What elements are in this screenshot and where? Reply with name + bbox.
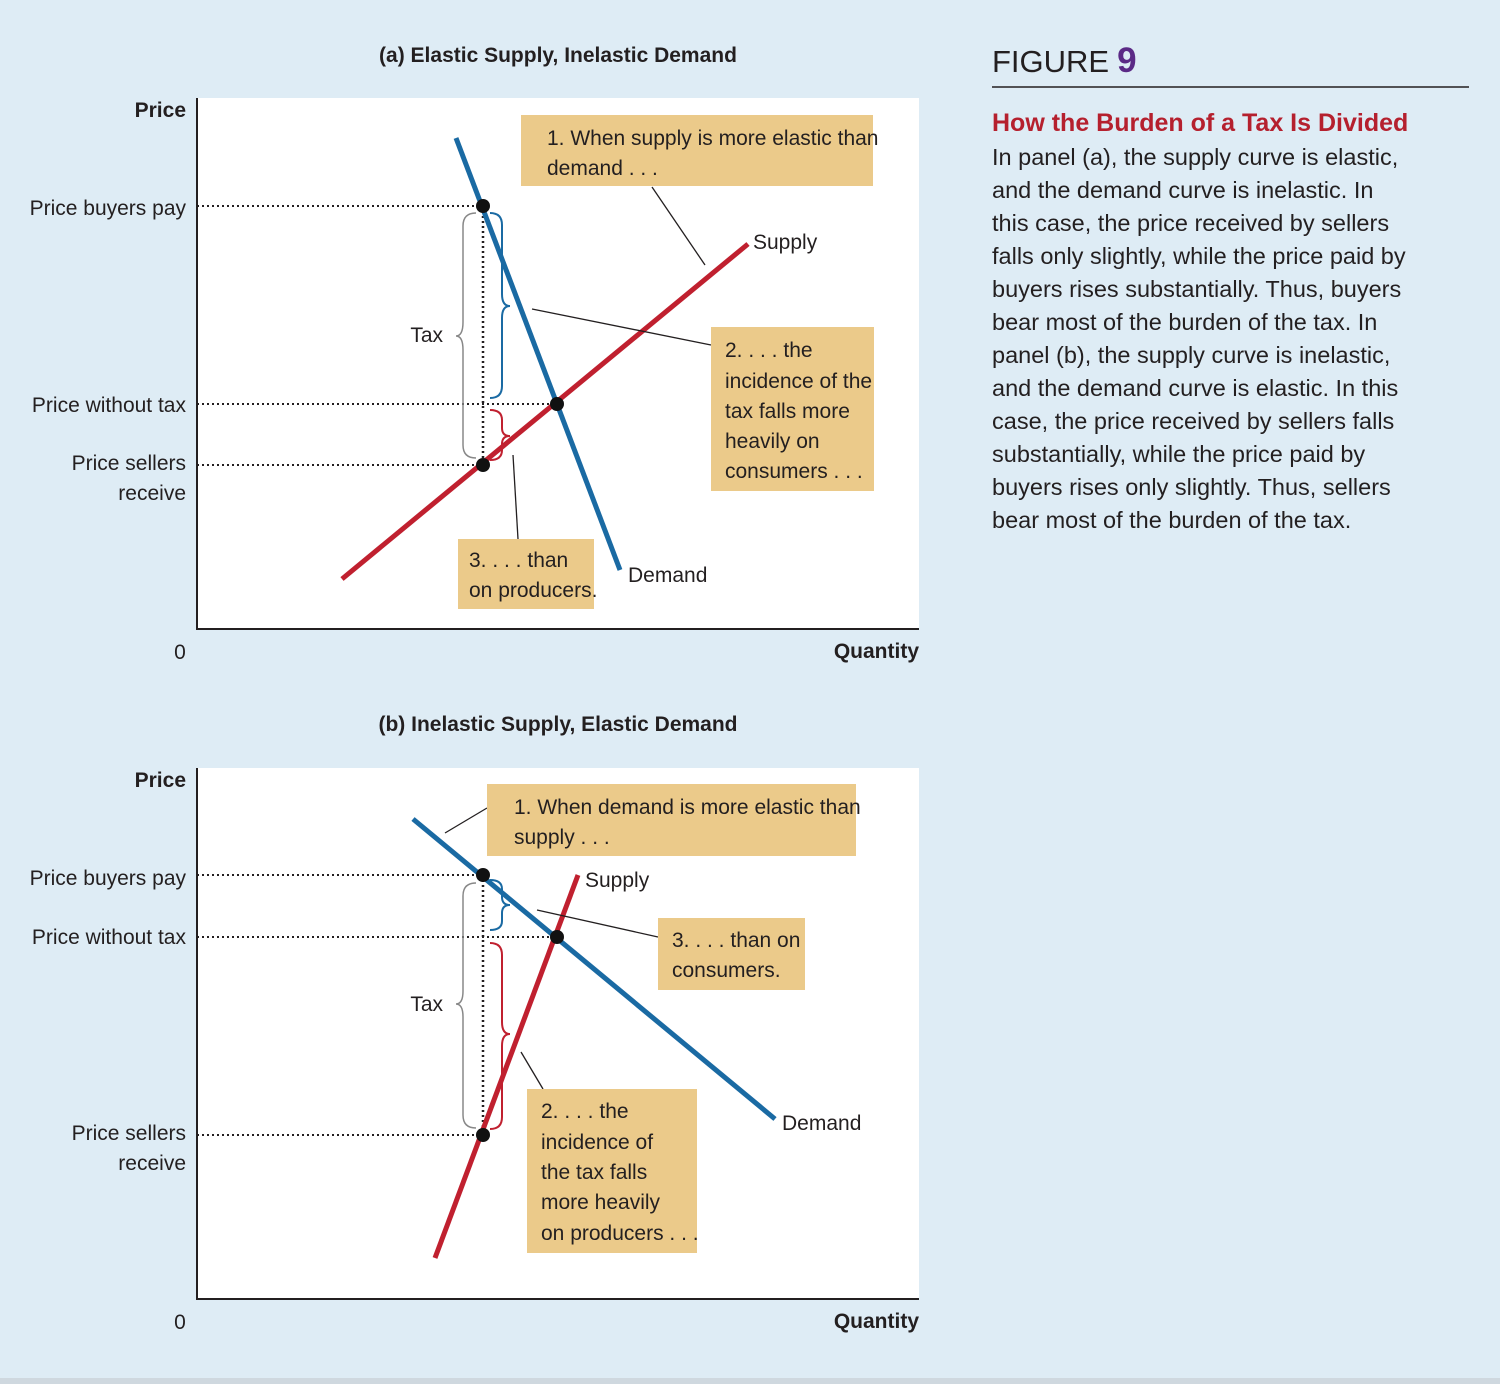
caption-line-2: and the demand curve is inelastic. In: [992, 177, 1373, 203]
panel-b-callout-3-line-1: 3. . . . than on: [672, 929, 800, 952]
figure-number: 9: [1117, 41, 1136, 80]
figure-label: FIGURE: [992, 44, 1109, 79]
bottom-edge: [0, 1378, 1500, 1384]
panel-b-price-buyers-pay-label: Price buyers pay: [30, 867, 187, 890]
panel-a-y-axis-label: Price: [135, 99, 186, 122]
panel-b-sellers-point: [476, 1128, 490, 1142]
panel-a-supply-curve: [340, 242, 750, 581]
panel-a-tax-brace: [455, 212, 477, 459]
panel-b-origin-label: 0: [174, 1311, 186, 1334]
panel-b-y-axis-label: Price: [135, 769, 186, 792]
panel-b-leader-1: [444, 807, 488, 834]
panel-a-callout-2-line-2: incidence of the: [725, 370, 872, 393]
panel-b-callout-2-line-2: incidence of: [541, 1131, 653, 1154]
figure-caption: FIGURE 9 How the Burden of a Tax Is Divid…: [992, 41, 1469, 533]
panel-a-price-sellers-label: Price sellers: [72, 452, 186, 475]
caption-line-9: case, the price received by sellers fall…: [992, 408, 1394, 434]
panel-a-origin-label: 0: [174, 641, 186, 664]
panel-b-callout-2-line-1: 2. . . . the: [541, 1100, 629, 1123]
panel-a-producer-brace: [489, 409, 511, 461]
panel-b-tax-label: Tax: [410, 993, 443, 1016]
caption-line-1: In panel (a), the supply curve is elasti…: [992, 144, 1398, 170]
panel-b-callout-2-line-3: the tax falls: [541, 1161, 647, 1184]
panel-a: (a) Elastic Supply, Inelastic Demand Pri…: [30, 44, 920, 664]
panel-a-callout-1: [521, 115, 873, 186]
panel-a-leader-1: [651, 186, 706, 266]
panel-a-callout-2-line-3: tax falls more: [725, 400, 850, 423]
panel-b-callout-2: [527, 1089, 697, 1253]
panel-b-callout-2-line-5: on producers . . .: [541, 1222, 699, 1245]
panel-a-callout-2-line-1: 2. . . . the: [725, 339, 813, 362]
panel-b-callout-2-line-4: more heavily: [541, 1191, 661, 1214]
caption-line-5: buyers rises substantially. Thus, buyers: [992, 276, 1401, 302]
panel-a-buyers-point: [476, 199, 490, 213]
panel-b: (b) Inelastic Supply, Elastic Demand Pri…: [30, 713, 920, 1334]
caption-line-3: this case, the price received by sellers: [992, 210, 1389, 236]
panel-a-supply-label: Supply: [753, 231, 818, 254]
panel-b-equilibrium-point: [550, 930, 564, 944]
panel-a-price-sellers-receive-label: receive: [118, 482, 186, 505]
panel-b-callout-3-line-2: consumers.: [672, 959, 781, 982]
panel-b-leader-3: [536, 909, 659, 938]
panel-a-leader-2: [531, 308, 712, 346]
panel-a-callout-3: [458, 539, 594, 609]
panel-b-title: (b) Inelastic Supply, Elastic Demand: [378, 713, 737, 736]
caption-line-12: bear most of the burden of the tax.: [992, 507, 1351, 533]
caption-line-11: buyers rises only slightly. Thus, seller…: [992, 474, 1391, 500]
panel-b-buyers-point: [476, 868, 490, 882]
panel-b-demand-curve: [411, 817, 777, 1121]
panel-b-callout-1: [487, 784, 856, 856]
caption-line-7: panel (b), the supply curve is inelastic…: [992, 342, 1390, 368]
panel-a-callout-2: [711, 327, 874, 491]
caption-line-4: falls only slightly, while the price pai…: [992, 243, 1406, 269]
panel-b-consumer-brace: [489, 879, 511, 931]
panel-a-tax-label: Tax: [410, 324, 443, 347]
panel-a-sellers-point: [476, 458, 490, 472]
panel-a-consumer-brace: [489, 212, 511, 399]
panel-a-price-without-tax-label: Price without tax: [32, 394, 187, 417]
panel-b-price-sellers-receive-label: receive: [118, 1152, 186, 1175]
panel-a-price-buyers-pay-label: Price buyers pay: [30, 197, 187, 220]
panel-a-callout-1-line-2: demand . . .: [547, 157, 658, 180]
panel-b-leader-2: [520, 1051, 544, 1090]
panel-b-supply-label: Supply: [585, 869, 650, 892]
panel-b-demand-label: Demand: [782, 1112, 861, 1135]
panel-a-leader-3: [512, 454, 519, 540]
caption-line-6: bear most of the burden of the tax. In: [992, 309, 1377, 335]
figure-heading: FIGURE 9: [992, 41, 1137, 80]
panel-a-title: (a) Elastic Supply, Inelastic Demand: [379, 44, 737, 67]
panel-b-callout-1-line-2: supply . . .: [514, 826, 610, 849]
panel-b-tax-brace: [455, 882, 477, 1129]
panel-b-callout-3: [658, 918, 805, 990]
panel-a-callout-3-line-2: on producers.: [469, 579, 597, 602]
caption-line-10: substantially, while the price paid by: [992, 441, 1365, 467]
panel-a-equilibrium-point: [550, 397, 564, 411]
panel-b-price-sellers-label: Price sellers: [72, 1122, 186, 1145]
panel-a-x-axis-label: Quantity: [834, 640, 919, 663]
caption-line-8: and the demand curve is elastic. In this: [992, 375, 1398, 401]
panel-b-price-without-tax-label: Price without tax: [32, 926, 187, 949]
panel-a-callout-1-line-1: 1. When supply is more elastic than: [547, 127, 879, 150]
panel-a-callout-2-line-5: consumers . . .: [725, 460, 863, 483]
panel-a-callout-2-line-4: heavily on: [725, 430, 820, 453]
caption-title: How the Burden of a Tax Is Divided: [992, 109, 1408, 137]
panel-b-producer-brace: [489, 942, 511, 1130]
panel-a-callout-3-line-1: 3. . . . than: [469, 549, 568, 572]
panel-b-callout-1-line-1: 1. When demand is more elastic than: [514, 796, 861, 819]
panel-b-x-axis-label: Quantity: [834, 1310, 919, 1333]
panel-a-demand-label: Demand: [628, 564, 707, 587]
